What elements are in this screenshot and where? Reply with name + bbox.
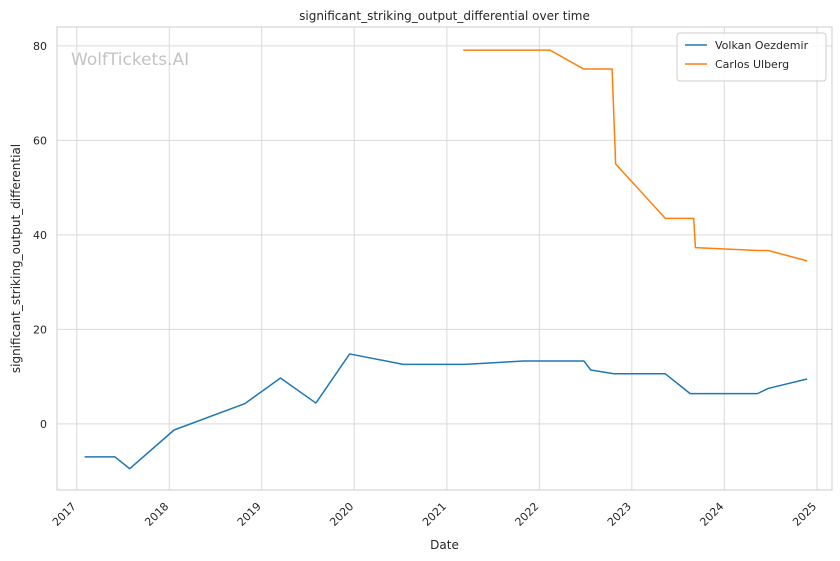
legend: Volkan Oezdemir Carlos Ulberg bbox=[676, 32, 827, 82]
legend-entry: Volkan Oezdemir bbox=[715, 39, 809, 52]
series-lines bbox=[84, 49, 808, 470]
legend-entry: Carlos Ulberg bbox=[715, 58, 789, 71]
chart-title: significant_striking_output_differential… bbox=[299, 9, 590, 23]
y-tick-label: 20 bbox=[33, 323, 47, 336]
watermark: WolfTickets.AI bbox=[71, 50, 189, 70]
y-tick-label: 40 bbox=[33, 229, 47, 242]
y-tick-label: 0 bbox=[40, 418, 47, 431]
y-tick-labels: 0 20 40 60 80 bbox=[33, 40, 47, 431]
y-axis-label: significant_striking_output_differential bbox=[9, 144, 23, 373]
y-tick-label: 60 bbox=[33, 134, 47, 147]
plot-frame bbox=[56, 26, 833, 491]
series-line-volkan-oezdemir bbox=[84, 353, 808, 470]
x-axis-label: Date bbox=[430, 538, 459, 552]
legend-box bbox=[676, 32, 827, 82]
y-tick-label: 80 bbox=[33, 40, 47, 53]
series-line-carlos-ulberg bbox=[463, 49, 808, 262]
